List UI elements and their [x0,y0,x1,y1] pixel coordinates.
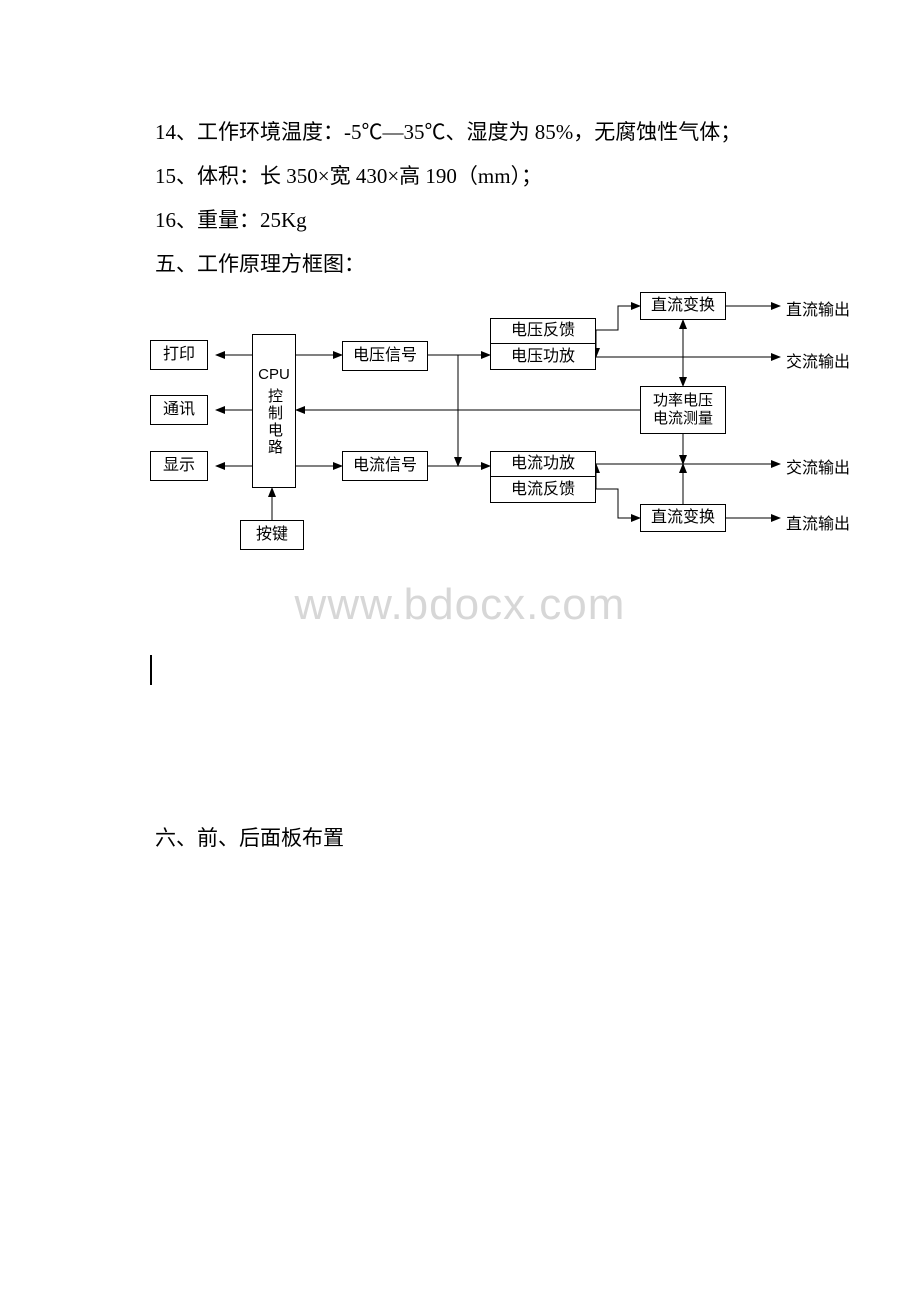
node-ifb-label: 电流反馈 [511,480,575,499]
node-measurement: 功率电压 电流测量 [640,386,726,434]
node-current-signal: 电流信号 [342,451,428,481]
node-current-feedback: 电流反馈 [490,477,596,503]
section-6-title: 六、前、后面板布置 [155,822,344,852]
output-ac-2: 交流输出 [786,454,850,478]
spec-line-15: 15、体积：长 350×宽 430×高 190（mm）； [155,154,780,198]
node-dc2-label: 直流变换 [651,508,715,527]
node-dc-convert-2: 直流变换 [640,504,726,532]
node-iamp-label: 电流功放 [511,454,575,473]
node-vsig-label: 电压信号 [353,346,417,365]
node-cpu: CPU 控制电路 [252,334,296,488]
node-meas-label: 功率电压 电流测量 [653,392,713,428]
block-diagram: 打印 通讯 显示 CPU 控制电路 按键 电压信号 电流信号 电压反馈 电压功放… [120,288,880,573]
node-display-label: 显示 [163,456,195,475]
node-current-amp: 电流功放 [490,451,596,477]
output-dc-1: 直流输出 [786,296,850,320]
node-cpu-label-top: CPU [258,366,290,384]
node-display: 显示 [150,451,208,481]
node-print-label: 打印 [163,345,195,364]
section-5-title: 五、工作原理方框图： [155,242,780,286]
node-voltage-amp: 电压功放 [490,344,596,370]
node-keys-label: 按键 [256,525,288,544]
node-comm: 通讯 [150,395,208,425]
node-cpu-label: 控制电路 [265,388,283,456]
node-voltage-signal: 电压信号 [342,341,428,371]
node-print: 打印 [150,340,208,370]
node-isig-label: 电流信号 [353,456,417,475]
output-ac-1: 交流输出 [786,348,850,372]
node-vfb-label: 电压反馈 [511,321,575,340]
text-cursor-icon [150,655,152,685]
watermark-text: www.bdocx.com [0,580,920,630]
node-vamp-label: 电压功放 [511,347,575,366]
node-dc1-label: 直流变换 [651,296,715,315]
node-dc-convert-1: 直流变换 [640,292,726,320]
spec-line-16: 16、重量：25Kg [155,198,780,242]
node-voltage-feedback: 电压反馈 [490,318,596,344]
node-comm-label: 通讯 [163,400,195,419]
spec-line-14: 14、工作环境温度：-5℃—35℃、湿度为 85%，无腐蚀性气体； [155,110,780,154]
node-keys: 按键 [240,520,304,550]
output-dc-2: 直流输出 [786,510,850,534]
